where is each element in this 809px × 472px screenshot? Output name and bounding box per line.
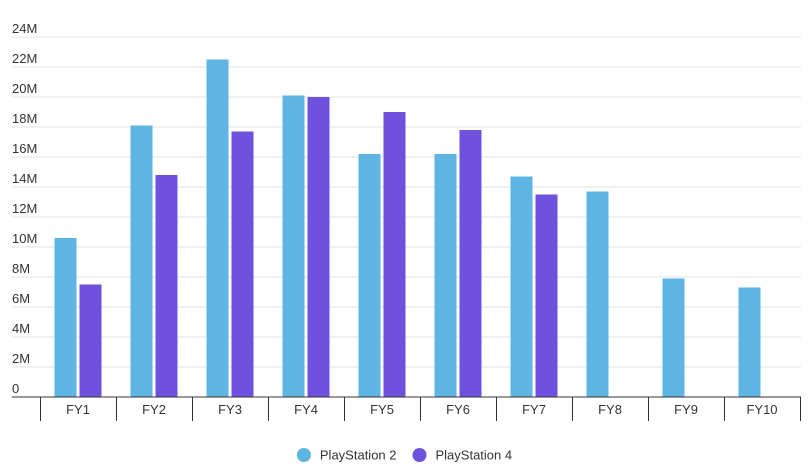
x-tick-label: FY1 [66, 402, 90, 417]
bar-ps4-fy5 [383, 112, 406, 397]
bar-ps2-fy6 [434, 154, 457, 397]
bar-ps2-fy10 [738, 287, 761, 397]
bar-ps2-fy5 [358, 154, 381, 397]
x-tick-label: FY5 [370, 402, 394, 417]
x-axis-ticks: FY1 FY2 FY3 FY4 FY5 FY6 FY7 FY8 FY9 FY10 [66, 402, 777, 417]
legend-swatch [412, 448, 427, 462]
x-tick-label: FY8 [598, 402, 622, 417]
bar-ps2-fy8 [586, 191, 609, 397]
y-tick-label: 2M [12, 351, 30, 366]
x-tick-label: FY7 [522, 402, 546, 417]
bar-ps2-fy7 [510, 176, 533, 397]
bar-ps4-fy6 [459, 130, 482, 397]
y-tick-label: 0 [12, 381, 19, 396]
bars [54, 59, 761, 397]
bar-ps4-fy4 [307, 97, 330, 397]
y-tick-label: 18M [12, 111, 37, 126]
bar-ps2-fy4 [282, 95, 305, 397]
y-tick-label: 20M [12, 81, 37, 96]
legend-label: PlayStation 2 [320, 448, 397, 463]
bar-ps4-fy2 [155, 175, 178, 397]
y-tick-label: 24M [12, 21, 37, 36]
y-tick-label: 22M [12, 51, 37, 66]
y-tick-label: 16M [12, 141, 37, 156]
x-tick-label: FY2 [142, 402, 166, 417]
bar-ps4-fy3 [231, 131, 254, 397]
y-tick-label: 10M [12, 231, 37, 246]
legend-label: PlayStation 4 [436, 448, 513, 463]
y-tick-label: 6M [12, 291, 30, 306]
legend-item-ps2[interactable]: PlayStation 2 [296, 448, 397, 463]
legend: PlayStation 2 PlayStation 4 [296, 448, 513, 463]
x-axis [12, 396, 801, 421]
x-tick-label: FY9 [674, 402, 698, 417]
x-tick-label: FY3 [218, 402, 242, 417]
y-axis-ticks: 0 2M 4M 6M 8M 10M 12M 14M 16M 18M 20M 22M 24M [12, 21, 37, 396]
x-tick-label: FY6 [446, 402, 470, 417]
bar-ps2-fy1 [54, 238, 77, 397]
legend-swatch [296, 448, 311, 462]
x-tick-label: FY4 [294, 402, 318, 417]
y-tick-label: 14M [12, 171, 37, 186]
bar-ps4-fy1 [79, 284, 102, 397]
bar-ps2-fy3 [206, 59, 229, 397]
y-tick-label: 4M [12, 321, 30, 336]
x-tick-label: FY10 [746, 402, 777, 417]
bar-ps4-fy7 [535, 194, 558, 397]
y-tick-label: 12M [12, 201, 37, 216]
bar-ps2-fy2 [130, 125, 153, 397]
y-tick-label: 8M [12, 261, 30, 276]
legend-item-ps4[interactable]: PlayStation 4 [412, 448, 513, 463]
bar-ps2-fy9 [662, 278, 685, 397]
